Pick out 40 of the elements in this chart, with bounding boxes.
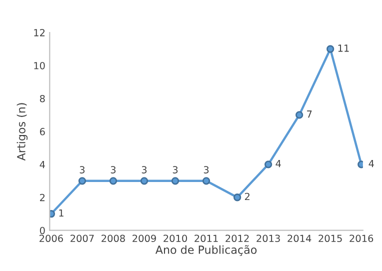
y-tick-label: 8 bbox=[40, 94, 45, 102]
data-label: 3 bbox=[172, 166, 178, 174]
point bbox=[109, 177, 118, 185]
data-label: 4 bbox=[368, 160, 374, 168]
x-tick-label: 2009 bbox=[132, 234, 156, 242]
x-tick-label: 2006 bbox=[40, 234, 63, 242]
x-tick-label: 2007 bbox=[70, 234, 94, 242]
x-tick-label: 2010 bbox=[164, 234, 187, 242]
y-tick-label: 12 bbox=[34, 29, 45, 36]
point bbox=[296, 111, 304, 119]
data-label: 11 bbox=[338, 44, 349, 52]
data-label: 7 bbox=[307, 110, 312, 118]
y-tick-label: 10 bbox=[34, 62, 45, 70]
x-tick-label: 2015 bbox=[318, 234, 342, 242]
point bbox=[233, 194, 242, 202]
data-label: 3 bbox=[110, 166, 116, 174]
point bbox=[326, 45, 334, 53]
y-tick-label: 4 bbox=[40, 161, 45, 168]
x-tick-label: 2013 bbox=[256, 234, 280, 242]
data-label: 3 bbox=[80, 166, 85, 174]
data-label: 2 bbox=[244, 192, 250, 200]
point bbox=[78, 177, 86, 185]
point bbox=[202, 177, 210, 185]
data-label: 3 bbox=[142, 166, 147, 174]
x-tick-label: 2014 bbox=[288, 234, 312, 242]
x-tick-label: 2016 bbox=[350, 234, 374, 242]
y-axis-title: Artigos (n) bbox=[16, 103, 28, 161]
point bbox=[140, 177, 148, 185]
y-tick-label: 6 bbox=[40, 128, 45, 136]
point bbox=[264, 160, 272, 168]
x-tick-label: 2012 bbox=[226, 234, 249, 242]
data-label: 3 bbox=[204, 166, 209, 174]
y-tick-label: 0 bbox=[40, 226, 45, 234]
data-label: 4 bbox=[276, 160, 281, 168]
x-axis-title: Ano de Publicação bbox=[155, 245, 257, 256]
data-label: 1 bbox=[59, 209, 64, 217]
x-tick-label: 2011 bbox=[194, 234, 218, 242]
x-tick-label: 2008 bbox=[102, 234, 125, 242]
y-tick-label: 2 bbox=[40, 194, 45, 202]
point bbox=[171, 177, 180, 185]
